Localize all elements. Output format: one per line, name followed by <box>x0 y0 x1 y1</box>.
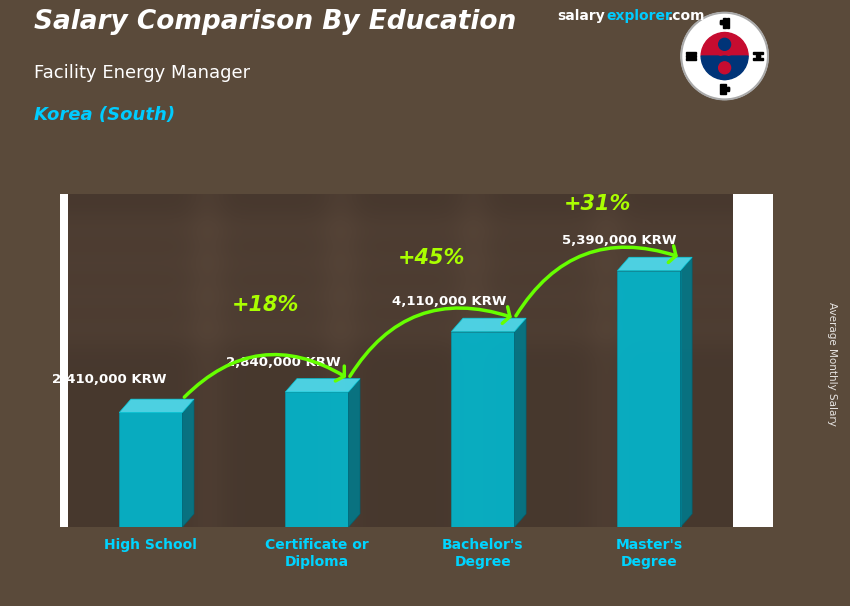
Wedge shape <box>701 56 748 79</box>
Circle shape <box>681 13 768 99</box>
Polygon shape <box>119 413 183 527</box>
Text: Average Monthly Salary: Average Monthly Salary <box>827 302 837 425</box>
Polygon shape <box>617 270 681 527</box>
Polygon shape <box>183 399 194 527</box>
Polygon shape <box>451 331 514 527</box>
Bar <box>753 58 763 61</box>
Bar <box>723 18 726 28</box>
Text: 2,840,000 KRW: 2,840,000 KRW <box>226 356 341 368</box>
Text: explorer: explorer <box>606 9 672 23</box>
Text: Facility Energy Manager: Facility Energy Manager <box>34 64 250 82</box>
Text: Korea (South): Korea (South) <box>34 106 175 124</box>
Bar <box>686 52 696 54</box>
Polygon shape <box>514 318 526 527</box>
Bar <box>686 58 696 61</box>
Text: 2,410,000 KRW: 2,410,000 KRW <box>52 373 167 386</box>
Bar <box>723 84 726 95</box>
Polygon shape <box>681 257 692 527</box>
Bar <box>727 87 729 91</box>
Bar <box>756 55 760 57</box>
Bar <box>756 55 761 57</box>
Text: +45%: +45% <box>398 248 465 268</box>
Polygon shape <box>451 318 526 331</box>
Text: Salary Comparison By Education: Salary Comparison By Education <box>34 9 516 35</box>
Polygon shape <box>348 379 360 527</box>
Text: 5,390,000 KRW: 5,390,000 KRW <box>562 235 677 247</box>
Bar <box>727 87 729 90</box>
Polygon shape <box>286 392 348 527</box>
Text: .com: .com <box>668 9 706 23</box>
Bar <box>720 84 722 95</box>
Polygon shape <box>119 399 194 413</box>
Text: salary: salary <box>557 9 604 23</box>
Text: 4,110,000 KRW: 4,110,000 KRW <box>393 295 507 308</box>
Wedge shape <box>701 33 748 56</box>
Bar <box>753 52 763 54</box>
Text: +18%: +18% <box>232 295 299 315</box>
Bar <box>727 18 729 28</box>
Polygon shape <box>617 257 692 270</box>
Text: +31%: +31% <box>564 194 632 214</box>
Circle shape <box>713 56 736 79</box>
Bar <box>720 21 722 24</box>
Bar <box>686 55 696 57</box>
Circle shape <box>713 33 736 56</box>
Polygon shape <box>286 379 360 392</box>
Circle shape <box>718 38 731 50</box>
Bar <box>720 20 722 24</box>
Circle shape <box>718 62 731 74</box>
